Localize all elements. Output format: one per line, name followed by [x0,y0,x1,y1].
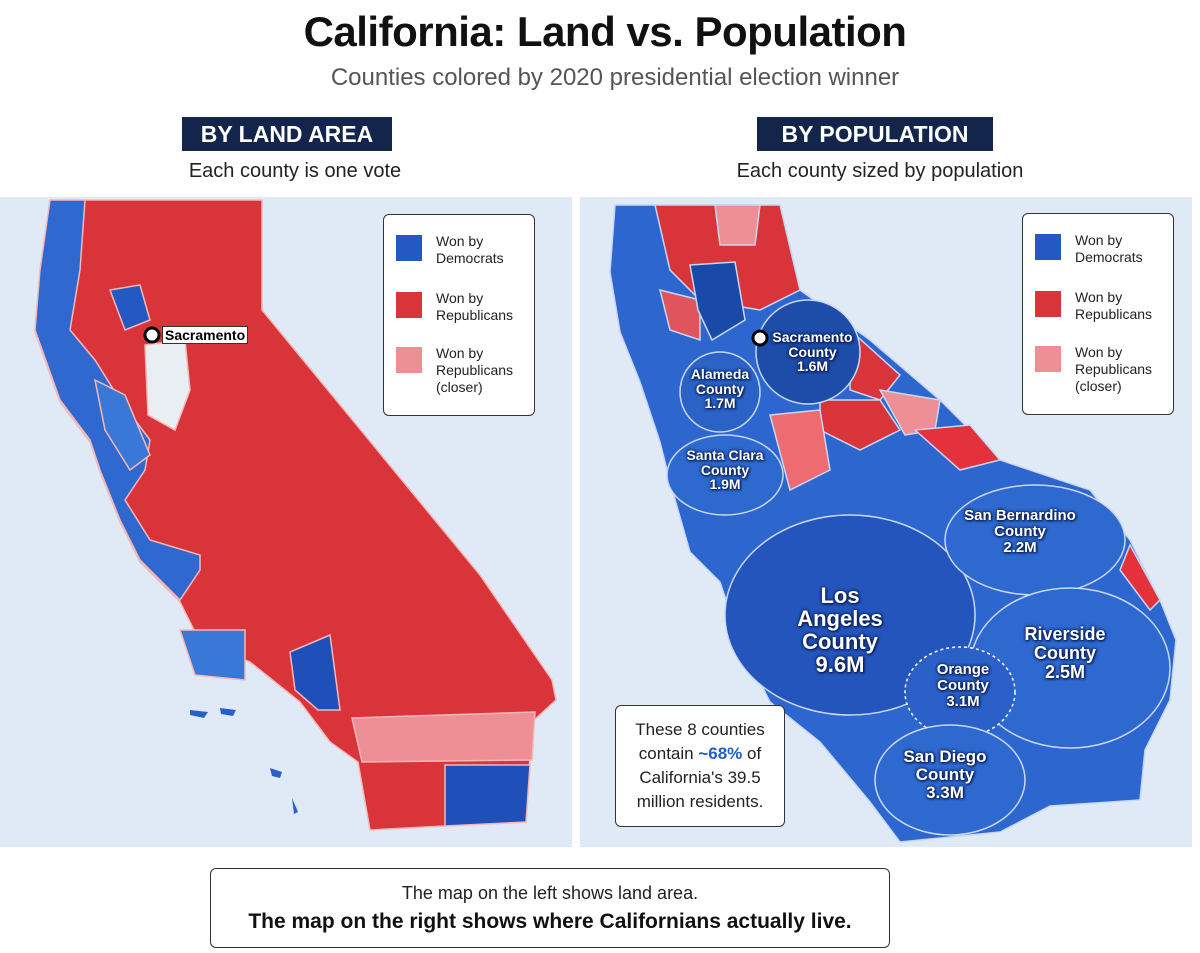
callout: These 8 counties contain ~68% of Califor… [615,705,785,827]
county-population: 3.1M [946,692,980,710]
republican-counties [654,204,801,311]
legend-text: Won by Democrats [436,233,504,266]
democratic-county [679,351,761,433]
county-label: Santa Clara County 1.9M [680,448,770,492]
county-name: Sacramento County [772,329,853,360]
county-name: Alameda County [690,366,750,397]
legend-item: Won by Democrats [396,233,526,283]
legend-swatch [1035,291,1061,317]
county-name: Riverside County [1024,624,1106,663]
close-republican-counties [714,204,761,246]
democratic-counties [689,261,746,342]
land-map [34,199,557,831]
legend-text: Won by Democrats [1075,232,1143,265]
democratic-counties [93,378,151,472]
legend-swatch [1035,234,1061,260]
legend-item: Won by Republicans [396,290,526,340]
county-name: San Diego County [903,747,987,784]
republican-counties [769,409,831,492]
panel-caption: Each county is one vote [188,160,402,182]
county-population: 1.7M [704,395,736,412]
democratic-county [666,434,784,516]
county-label: San Bernardino County 2.2M [955,508,1085,555]
title: California: Land vs. Population [303,8,907,55]
legend-text: Won by Republicans [1075,289,1153,322]
republican-counties [1119,543,1161,612]
city-marker [751,329,769,347]
footer-line: The map on the left shows land area. [401,883,699,903]
close-republican-counties [351,711,536,763]
county-label: Sacramento County 1.6M [765,330,860,374]
panel-heading: BY POPULATION [757,117,993,151]
democratic-county [724,514,976,716]
democratic-counties [178,629,246,681]
county-label: Los Angeles County 9.6M [780,584,900,676]
county-population: 1.9M [709,476,741,493]
county-population: 2.5M [1044,661,1086,682]
county-label: San Diego County 3.3M [900,748,990,802]
democratic-county [874,724,1026,836]
footer: The map on the left shows land area. The… [210,868,890,948]
democratic-counties [444,764,531,827]
callout-text: These 8 counties contain [635,720,765,763]
democratic-counties [108,284,151,331]
legend-swatch [396,235,422,261]
county-name: Santa Clara County [686,447,764,478]
republican-counties [658,288,701,342]
callout-text: of California's 39.5 million residents. [636,744,764,811]
legend: Won by Democrats Won by Republicans Won … [383,214,535,416]
legend-item: Won by Democrats [1035,232,1165,282]
legend-text: Won by Republicans (closer) [1075,344,1153,394]
legend-swatch [1035,346,1061,372]
county-population: 3.3M [926,782,964,802]
county-name: San Bernardino County [964,507,1076,540]
panel-caption: Each county sized by population [736,160,1024,182]
panel-heading: BY LAND AREA [182,117,392,151]
legend-item: Won by Republicans [1035,289,1165,339]
county-name: Orange County [936,661,990,694]
democratic-counties [289,633,341,711]
subtitle: Counties colored by 2020 presidential el… [330,64,900,91]
city-label: Sacramento [162,326,249,344]
legend-item: Won by Republicans (closer) [396,345,526,395]
footer-line: The map on the right shows where Califor… [248,910,852,933]
legend: Won by Democrats Won by Republicans Won … [1022,213,1174,415]
county-population: 1.6M [796,358,829,375]
democratic-county [755,299,861,405]
city-marker [143,326,161,344]
legend-text: Won by Republicans [436,290,514,323]
legend-item: Won by Republicans (closer) [1035,344,1165,394]
county-population: 9.6M [815,652,865,678]
county-label: Riverside County 2.5M [1015,625,1115,682]
population-map [609,204,1177,843]
county-label: Alameda County 1.7M [685,367,755,411]
county-population: 2.2M [1003,538,1037,556]
legend-text: Won by Republicans (closer) [436,345,514,395]
legend-swatch [396,347,422,373]
republican-counties [913,424,1002,471]
county-label: Orange County 3.1M [928,662,998,709]
legend-swatch [396,292,422,318]
county-name: Los Angeles County [797,583,883,655]
callout-highlight: ~68% [698,744,743,763]
